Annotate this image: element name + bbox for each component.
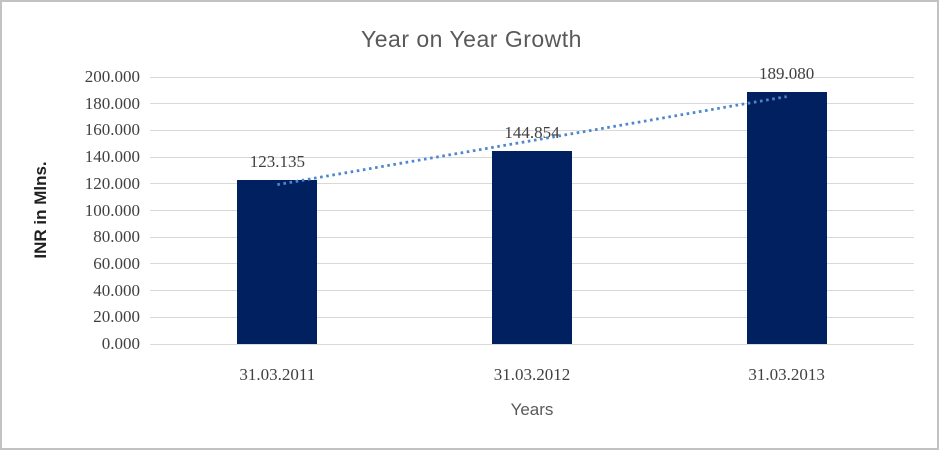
chart-title: Year on Year Growth: [361, 26, 582, 52]
bar-value-label: 123.135: [249, 151, 305, 171]
trendline: [277, 95, 787, 187]
gridline: [150, 103, 914, 105]
gridline: [150, 343, 914, 345]
y-tick-label: 200.000: [84, 67, 140, 86]
y-tick-label: 60.000: [93, 253, 140, 273]
x-category-label: 31.03.2011: [239, 365, 316, 384]
y-tick-label: 180.000: [84, 93, 140, 113]
x-category-label: 31.03.2012: [493, 365, 571, 384]
y-tick-label: 160.000: [84, 120, 140, 140]
x-axis-title: Years: [510, 400, 554, 419]
y-tick-label: 20.000: [93, 307, 140, 327]
bar-value-label: 144.854: [504, 122, 560, 142]
y-tick-label: 120.000: [84, 173, 140, 193]
y-tick-label: 40.000: [93, 280, 140, 300]
bar: [746, 91, 827, 344]
y-tick-label: 80.000: [93, 227, 140, 247]
y-tick-label: 140.000: [84, 147, 140, 167]
bar-value-label: 189.080: [759, 63, 815, 83]
plot-area: 123.135 144.854 189.080: [150, 64, 914, 345]
bar: [237, 179, 318, 344]
y-tick-label: 0.000: [101, 334, 140, 353]
gridline: [150, 129, 914, 131]
gridline: [150, 76, 914, 78]
y-tick-label: 100.000: [84, 200, 140, 220]
x-category-label: 31.03.2013: [748, 365, 825, 384]
bar: [492, 150, 572, 344]
